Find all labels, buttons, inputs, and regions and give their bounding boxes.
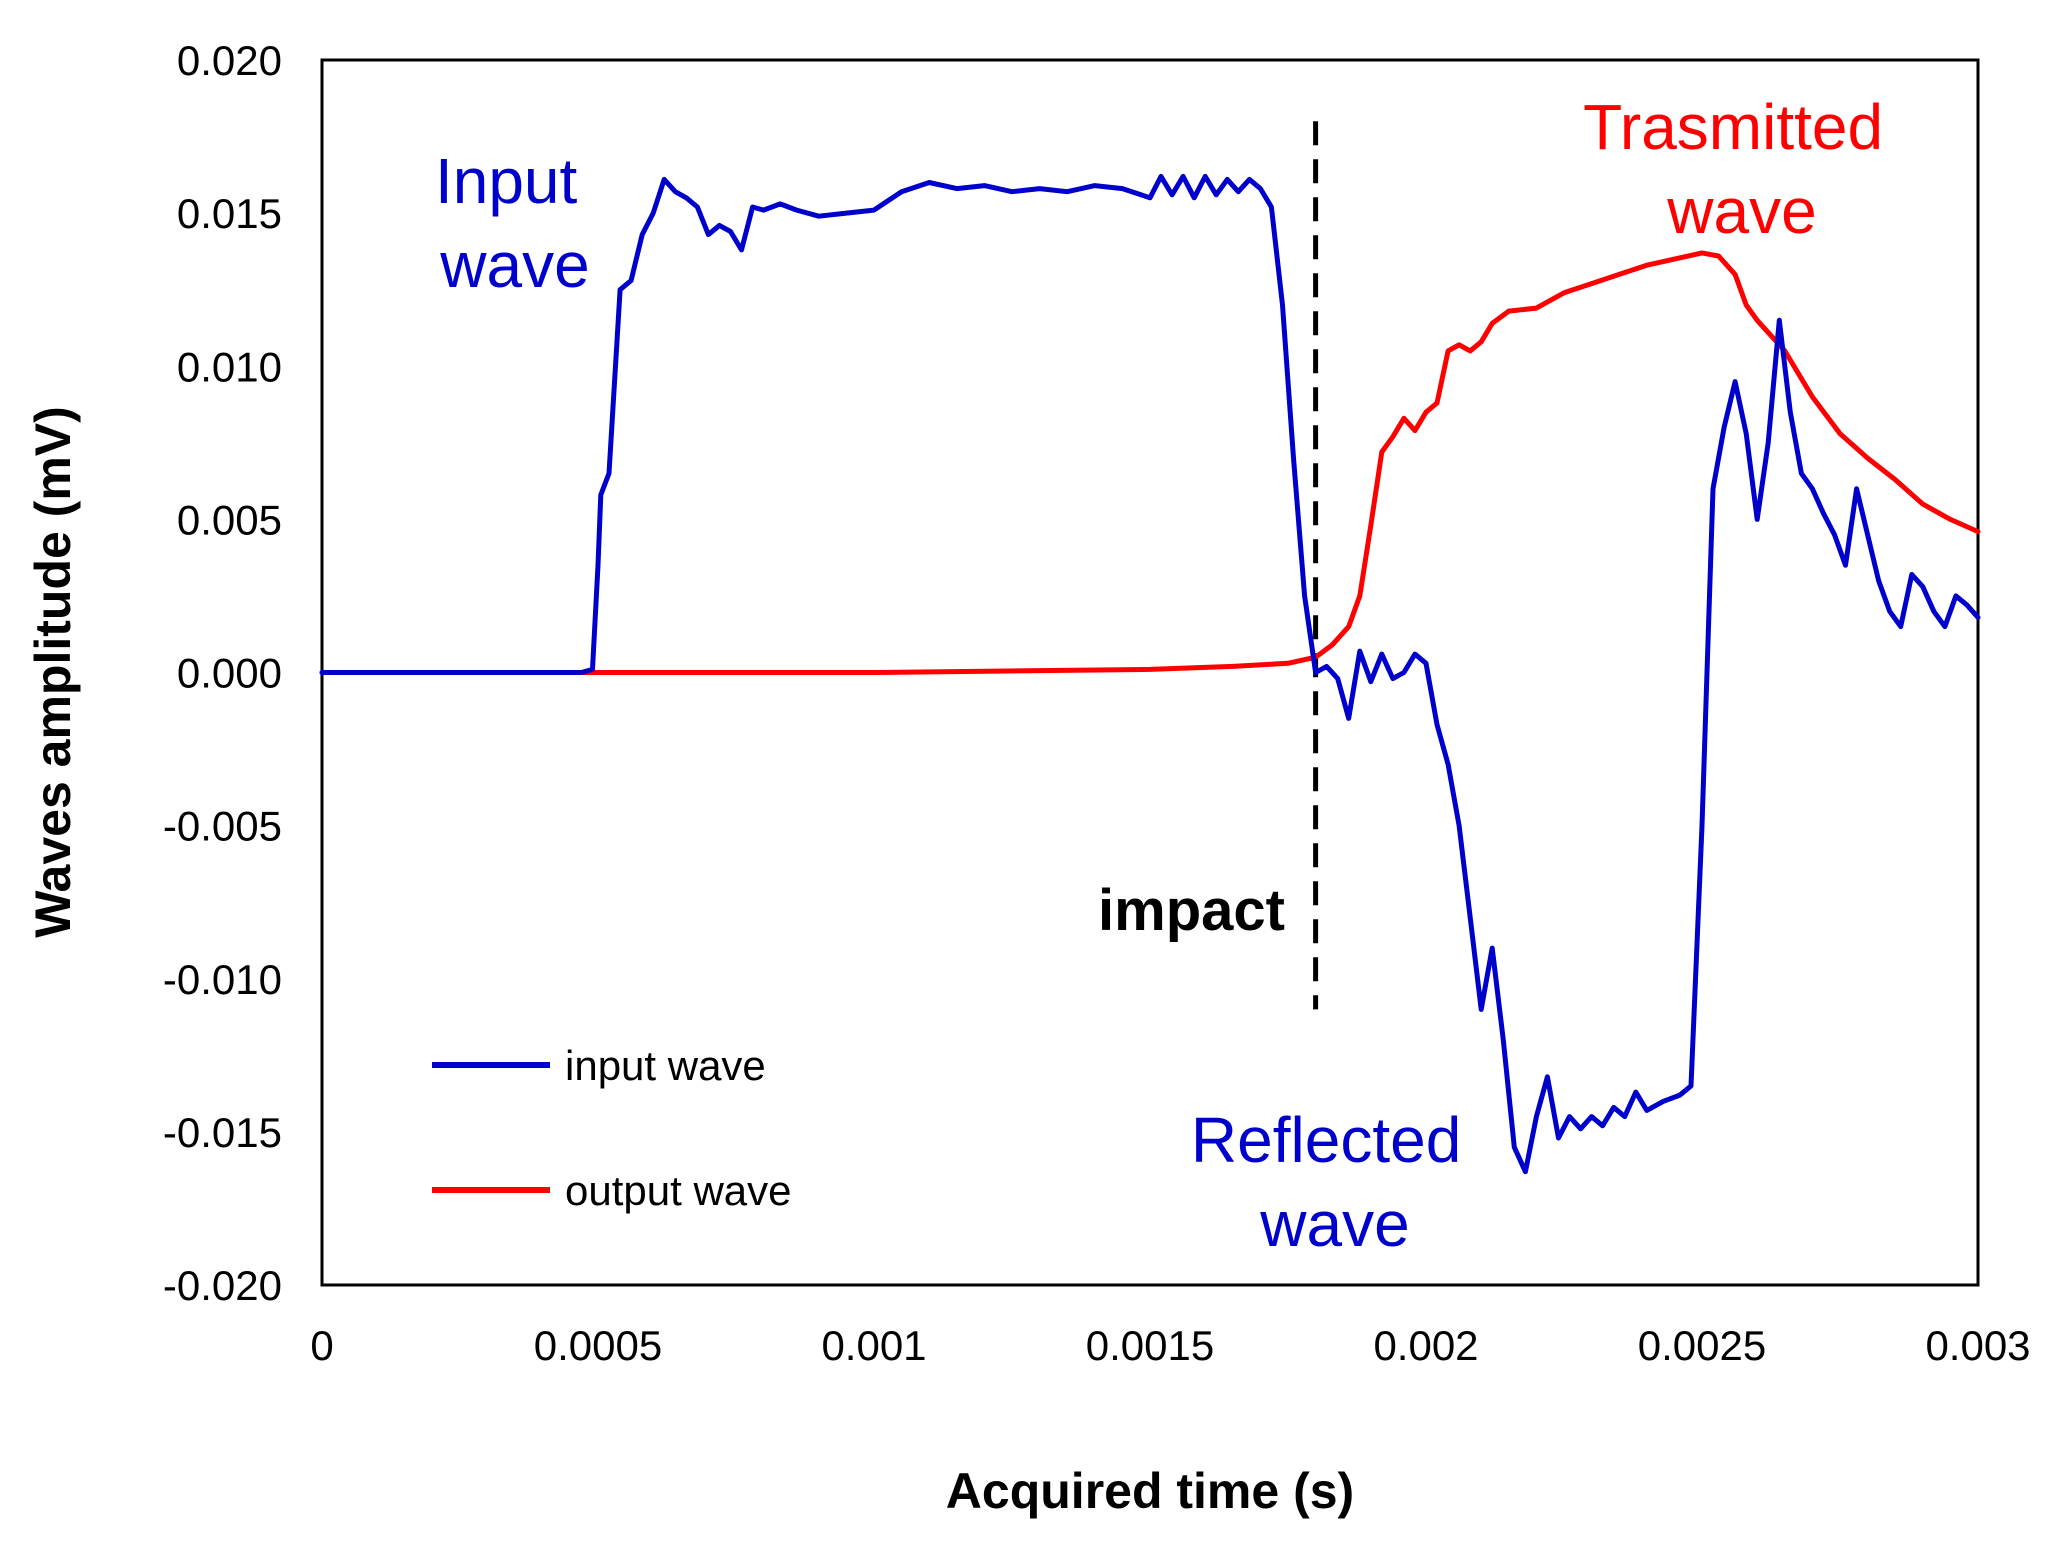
y-tick-label: 0.000 [177, 650, 282, 697]
x-tick-label: 0.002 [1373, 1322, 1478, 1369]
x-tick-label: 0.0015 [1086, 1322, 1214, 1369]
annotation-input-wave-line-2: wave [439, 229, 589, 301]
y-tick-label: 0.010 [177, 343, 282, 390]
legend-label-output-wave: output wave [565, 1167, 792, 1214]
y-tick-labels: 0.020 0.015 0.010 0.005 0.000 -0.005 -0.010 -0.… [163, 37, 282, 1309]
annotation-impact: impact [1098, 878, 1285, 943]
y-axis-title: Waves amplitude (mV) [25, 406, 81, 938]
series-lines [319, 173, 1981, 1175]
annotation-reflected-wave-line-2: wave [1259, 1188, 1409, 1260]
x-axis-title: Acquired time (s) [946, 1463, 1354, 1519]
y-tick-label: -0.010 [163, 956, 282, 1003]
series-line-input-wave [319, 173, 1981, 1175]
x-tick-label: 0.003 [1925, 1322, 2030, 1369]
annotation-reflected-wave: Reflected wave [1191, 1104, 1479, 1260]
y-tick-label: 0.005 [177, 496, 282, 543]
y-tick-label: -0.020 [163, 1262, 282, 1309]
y-tick-label: -0.015 [163, 1109, 282, 1156]
x-tick-label: 0.001 [821, 1322, 926, 1369]
x-tick-labels: 0 0.0005 0.001 0.0015 0.002 0.0025 0.003 [310, 1322, 2030, 1369]
x-tick-label: 0.0005 [534, 1322, 662, 1369]
legend: input wave output wave [432, 1042, 792, 1214]
y-tick-label: 0.015 [177, 190, 282, 237]
annotation-input-wave: Input wave [435, 145, 595, 301]
annotation-transmitted-wave-line-1: Trasmitted [1583, 91, 1883, 163]
annotation-transmitted-wave: Trasmitted wave [1583, 91, 1901, 247]
x-tick-label: 0 [310, 1322, 333, 1369]
x-tick-label: 0.0025 [1638, 1322, 1766, 1369]
annotation-transmitted-wave-line-2: wave [1666, 175, 1816, 247]
y-tick-label: 0.020 [177, 37, 282, 84]
annotation-reflected-wave-line-1: Reflected [1191, 1104, 1461, 1176]
annotation-input-wave-line-1: Input [435, 145, 578, 217]
y-tick-label: -0.005 [163, 803, 282, 850]
series-line-output-wave [319, 250, 1981, 675]
legend-label-input-wave: input wave [565, 1042, 766, 1089]
